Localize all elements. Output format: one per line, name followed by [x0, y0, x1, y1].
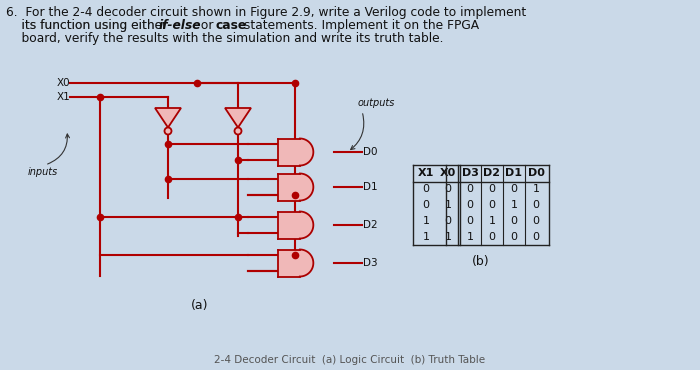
Polygon shape [278, 138, 300, 165]
Text: 1: 1 [423, 216, 430, 226]
Text: 0: 0 [489, 232, 496, 242]
Text: D3: D3 [461, 168, 478, 178]
Text: 0: 0 [444, 184, 452, 194]
Polygon shape [155, 108, 181, 128]
Text: 2-4 Decoder Circuit  (a) Logic Circuit  (b) Truth Table: 2-4 Decoder Circuit (a) Logic Circuit (b… [214, 355, 486, 365]
Polygon shape [278, 212, 300, 239]
FancyArrowPatch shape [351, 114, 364, 149]
Text: its function using either: its function using either [6, 19, 171, 32]
Text: 0: 0 [466, 216, 473, 226]
FancyArrowPatch shape [48, 134, 69, 164]
Text: D0: D0 [528, 168, 545, 178]
Text: 0: 0 [466, 184, 473, 194]
Polygon shape [300, 249, 314, 276]
Polygon shape [225, 108, 251, 128]
Circle shape [234, 128, 241, 135]
Text: (b): (b) [473, 255, 490, 268]
Text: 0: 0 [466, 200, 473, 210]
Polygon shape [278, 249, 300, 276]
Text: 0: 0 [510, 232, 517, 242]
Text: 1: 1 [423, 232, 430, 242]
Circle shape [164, 128, 172, 135]
Text: 1: 1 [466, 232, 473, 242]
Polygon shape [300, 212, 314, 239]
Text: case: case [215, 19, 246, 32]
Text: 0: 0 [423, 184, 430, 194]
Text: X0: X0 [440, 168, 456, 178]
Polygon shape [278, 174, 300, 201]
Text: 0: 0 [489, 200, 496, 210]
Polygon shape [300, 174, 314, 201]
Text: D1: D1 [505, 168, 522, 178]
Text: D2: D2 [363, 220, 378, 230]
Text: 1: 1 [533, 184, 540, 194]
Text: statements. Implement it on the FPGA: statements. Implement it on the FPGA [240, 19, 479, 32]
Text: outputs: outputs [358, 98, 395, 108]
Text: 0: 0 [533, 232, 540, 242]
Text: inputs: inputs [28, 167, 58, 177]
Text: 0: 0 [510, 184, 517, 194]
Text: D1: D1 [363, 182, 378, 192]
Text: 0: 0 [533, 200, 540, 210]
Text: 0: 0 [423, 200, 430, 210]
Text: 1: 1 [444, 200, 452, 210]
Text: its function using either if-else or case statements. Implement it on the FPGA: its function using either if-else or cas… [6, 19, 496, 32]
Text: X0: X0 [57, 78, 71, 88]
Text: (a): (a) [191, 299, 209, 312]
Text: its function using either: its function using either [6, 19, 171, 32]
Text: X1: X1 [57, 92, 71, 102]
Text: 0: 0 [533, 216, 540, 226]
Text: 1: 1 [510, 200, 517, 210]
Text: 0: 0 [444, 216, 452, 226]
Text: 6.  For the 2-4 decoder circuit shown in Figure 2.9, write a Verilog code to imp: 6. For the 2-4 decoder circuit shown in … [6, 6, 526, 19]
Polygon shape [300, 138, 314, 165]
Text: 1: 1 [489, 216, 496, 226]
Text: X1: X1 [418, 168, 434, 178]
Text: or: or [197, 19, 218, 32]
Text: D2: D2 [484, 168, 500, 178]
Text: board, verify the results with the simulation and write its truth table.: board, verify the results with the simul… [6, 32, 444, 45]
Text: 0: 0 [510, 216, 517, 226]
Text: D0: D0 [363, 147, 378, 157]
Text: if-else: if-else [159, 19, 202, 32]
Text: 1: 1 [444, 232, 452, 242]
Text: 0: 0 [489, 184, 496, 194]
Text: D3: D3 [363, 258, 378, 268]
